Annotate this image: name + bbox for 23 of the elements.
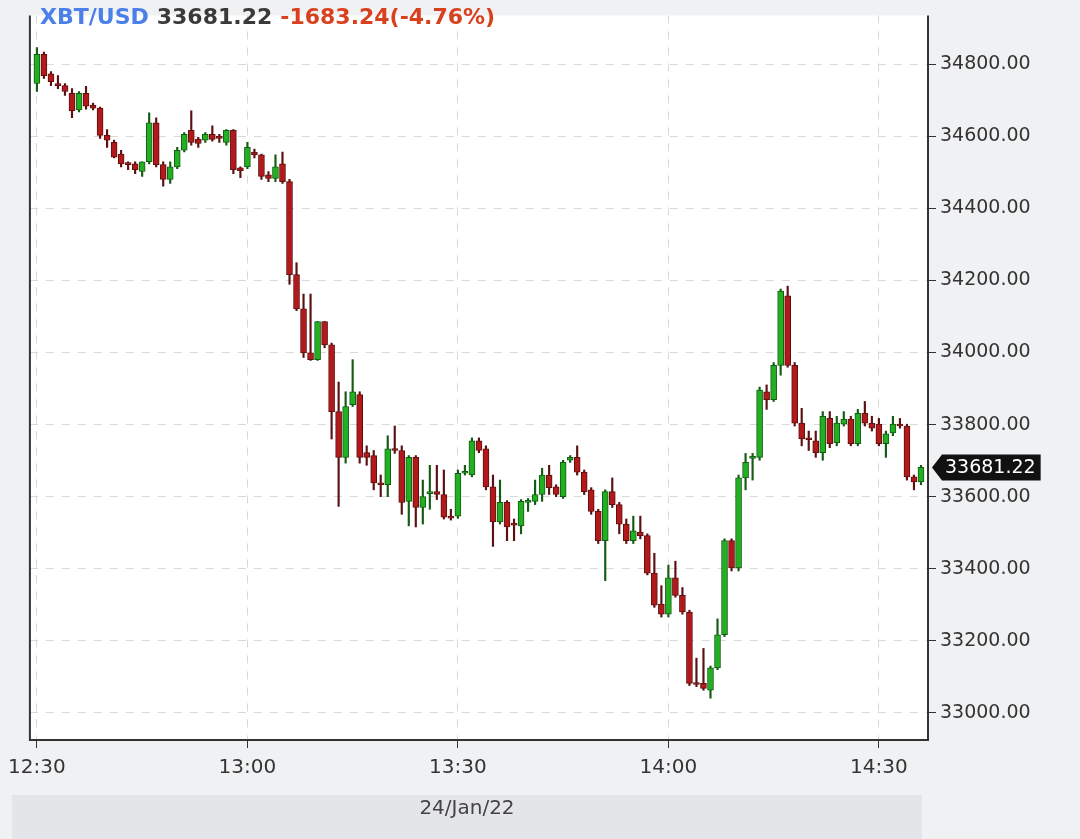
y-tick-label: 33800.00 xyxy=(940,411,1031,434)
candlestick xyxy=(307,293,314,361)
y-tick-label: 33000.00 xyxy=(940,699,1031,722)
x-tick-label: 14:30 xyxy=(850,754,908,779)
candlestick xyxy=(700,648,707,691)
x-tick-label: 12:30 xyxy=(8,754,66,779)
y-tick-label: 34000.00 xyxy=(940,339,1031,362)
chart-title: XBT/USD xyxy=(40,4,149,29)
x-axis-title: 24/Jan/22 xyxy=(12,795,922,839)
y-tick-label: 33600.00 xyxy=(940,483,1031,506)
y-tick-label: 34600.00 xyxy=(940,123,1031,146)
y-tick-label: 34800.00 xyxy=(940,51,1031,73)
text: 33681.22 xyxy=(945,455,1036,478)
y-tick-label: 33400.00 xyxy=(940,555,1031,578)
x-tick-label: 13:30 xyxy=(429,754,487,779)
chart-subtitle: 33681.22 xyxy=(156,4,273,29)
annotation: -1683.24(-4.76%) xyxy=(280,4,496,29)
x-tick-label: 14:00 xyxy=(639,754,698,779)
x-tick-label: 13:00 xyxy=(218,754,277,779)
y-tick-label: 33200.00 xyxy=(940,627,1031,650)
y-tick-label: 34400.00 xyxy=(940,195,1031,218)
candlestick xyxy=(693,657,700,687)
y-tick-label: 34200.00 xyxy=(940,267,1031,290)
